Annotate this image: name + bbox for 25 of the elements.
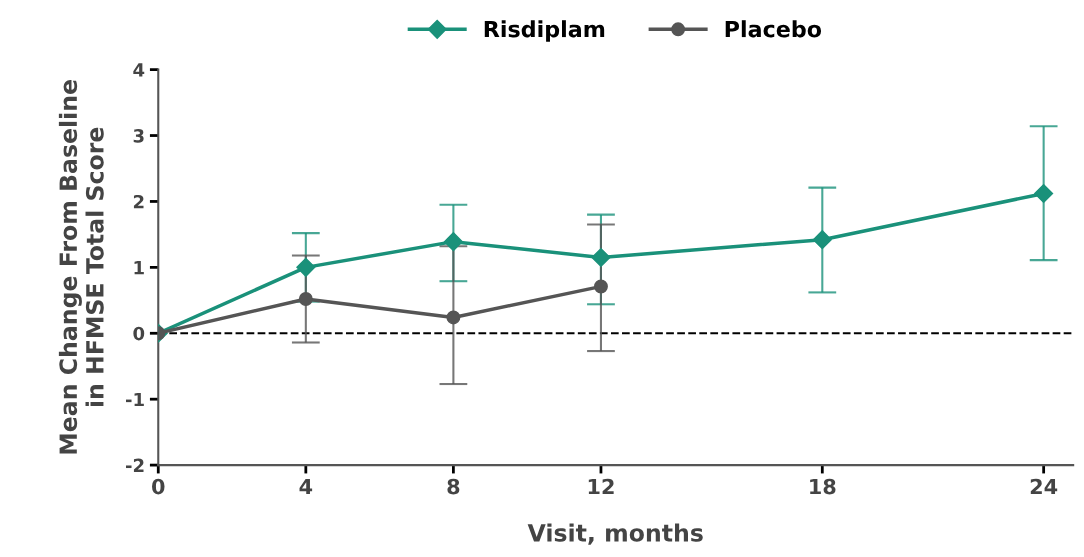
x-tick-label: 12: [588, 478, 614, 495]
point: [1034, 184, 1054, 204]
y-tick-label: 1: [134, 261, 144, 275]
point: [594, 279, 608, 294]
y-axis-title: Mean Change From Baseline in HFMSE Total Score: [58, 80, 104, 454]
legend-label: Placebo: [725, 20, 822, 38]
y-tick-label: 2: [133, 194, 144, 209]
legend-label: Risdiplam: [484, 20, 605, 42]
point: [296, 257, 316, 277]
x-tick-label: 0: [152, 478, 165, 495]
x-tick-label: 4: [299, 478, 313, 495]
point: [446, 310, 461, 325]
x-tick-label: 8: [447, 478, 460, 495]
y-tick-label: -2: [125, 458, 144, 472]
point: [298, 292, 313, 306]
x-tick-label: 18: [810, 478, 836, 495]
y-tick-label: 3: [133, 129, 144, 143]
x-axis-title: Visit, months: [527, 523, 703, 545]
point: [591, 247, 611, 268]
point: [443, 232, 463, 252]
y-tick-label: -1: [125, 392, 144, 407]
y-tick-label: 4: [133, 63, 145, 77]
x-tick-label: 24: [1030, 478, 1058, 495]
y-tick-label: 0: [133, 326, 145, 341]
point: [812, 230, 832, 250]
